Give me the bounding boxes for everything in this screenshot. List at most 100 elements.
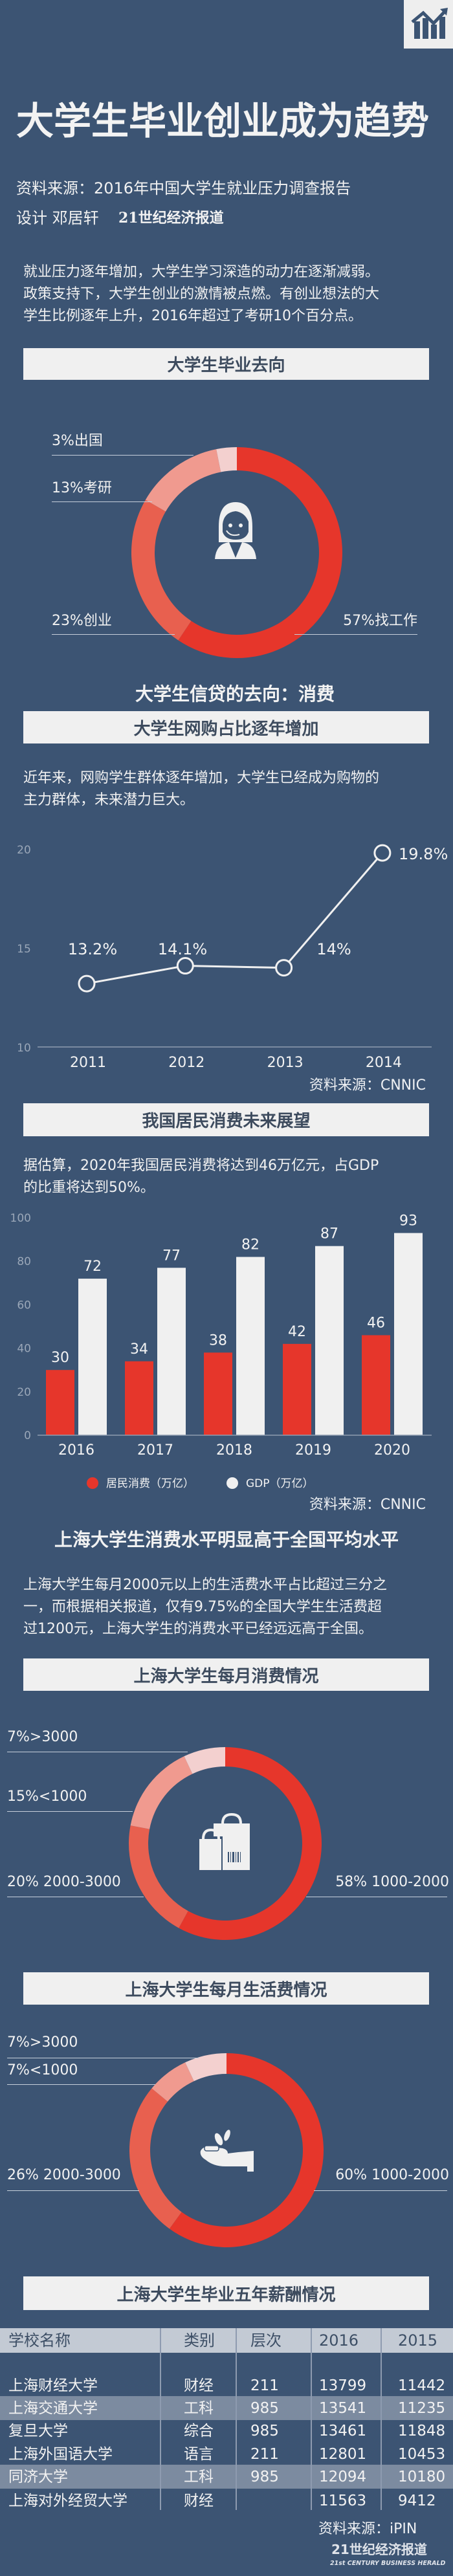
bar-value-label: 87	[320, 1226, 338, 1242]
table-cell: 11848	[398, 2423, 446, 2439]
donut-chart-destination	[131, 446, 342, 658]
online-paragraph: 近年来，网购学生群体逐年增加，大学生已经成为购物的 主力群体，未来潜力巨大。	[23, 767, 379, 811]
text-line: 过1200元，上海大学生的消费水平已经远远高于全国。	[23, 1621, 373, 1637]
woman-headset-icon	[215, 502, 256, 559]
y-tick-label: 40	[17, 1343, 31, 1356]
bar	[157, 1268, 186, 1435]
source-note: 资料来源：CNNIC	[309, 1077, 426, 1094]
bar	[283, 1343, 311, 1435]
x-tick-label: 2011	[70, 1055, 106, 1071]
table-cell: 211	[250, 2377, 279, 2394]
trending-chart-icon	[411, 8, 448, 39]
y-tick-label: 10	[17, 1042, 31, 1055]
y-tick-label: 60	[17, 1299, 31, 1312]
table-cell: 财经	[184, 2493, 214, 2509]
text-line: 政策支持下，大学生创业的激情被点燃。有创业想法的大	[23, 286, 380, 302]
text-line: 的比重将达到50%。	[23, 1180, 155, 1196]
bar	[78, 1279, 107, 1435]
bar-value-label: 72	[83, 1259, 102, 1275]
table-cell: 11235	[398, 2400, 446, 2417]
table-cell: 同济大学	[8, 2469, 68, 2485]
section-banner-living-cost: 上海大学生每月生活费情况	[23, 1972, 429, 2005]
donut-slice	[178, 446, 342, 658]
column-header: 学校名称	[8, 2331, 71, 2350]
leader-line	[52, 501, 152, 502]
bar-chart-consumption: 0 20 40 60 80 100 30 72 2016 34 77 2017 38 82 2018 42 87…	[10, 1212, 432, 1490]
section-banner-salary: 上海大学生毕业五年薪酬情况	[23, 2276, 429, 2310]
table-cell: 语言	[184, 2446, 214, 2463]
shanghai-heading: 上海大学生消费水平明显高于全国平均水平	[54, 1529, 399, 1550]
table-cell: 13461	[319, 2423, 367, 2439]
publisher-name: 21世纪经济报道	[118, 210, 224, 226]
y-tick-label: 15	[17, 943, 31, 956]
table-cell: 上海外国语大学	[8, 2446, 113, 2463]
y-tick-label: 20	[17, 844, 31, 857]
table-cell: 11563	[319, 2493, 367, 2509]
designer-credit: 设计 邓居轩	[16, 209, 99, 227]
bar	[394, 1233, 423, 1435]
shanghai-paragraph: 上海大学生每月2000元以上的生活费水平占比超过三分之 一，而根据相关报道，仅有…	[23, 1574, 387, 1640]
donut-slice	[130, 1756, 193, 1829]
section-banner-consumption: 我国居民消费未来展望	[23, 1103, 429, 1136]
label-grad-school: 13%考研	[52, 480, 112, 496]
section-banner-monthly-spend: 上海大学生每月消费情况	[23, 1658, 429, 1691]
x-tick-label: 2017	[137, 1442, 173, 1459]
bar	[315, 1246, 344, 1435]
column-header: 2015	[398, 2331, 438, 2350]
leader-line	[314, 2190, 447, 2191]
leader-line	[7, 2084, 155, 2085]
label-startup: 23%创业	[52, 613, 112, 629]
column-header: 2016	[319, 2331, 359, 2350]
series-line	[86, 852, 384, 985]
label-2000-3000: 20% 2000-3000	[7, 1874, 121, 1890]
x-tick-label: 2014	[366, 1055, 402, 1071]
leader-line	[7, 2190, 139, 2191]
section-banner-destination: 大学生毕业去向	[23, 348, 429, 380]
table-header	[0, 2328, 453, 2353]
table-cell: 上海交通大学	[8, 2400, 98, 2417]
column-header: 层次	[250, 2331, 282, 2350]
data-label: 19.8%	[399, 845, 448, 863]
label-1000-2000: 58% 1000-2000	[335, 1874, 449, 1890]
table-cell: 12094	[319, 2469, 367, 2485]
section-banner-online: 大学生网购占比逐年增加	[23, 711, 429, 743]
y-tick-label: 80	[17, 1255, 31, 1268]
y-tick-label: 100	[10, 1212, 31, 1225]
table-cell: 工科	[184, 2400, 214, 2417]
x-tick-label: 2019	[295, 1442, 331, 1459]
shopping-bags-icon	[198, 1813, 250, 1870]
label-job: 57%找工作	[343, 613, 417, 629]
x-tick-label: 2018	[216, 1442, 252, 1459]
table-cell: 9412	[398, 2493, 436, 2509]
bar	[125, 1361, 153, 1435]
table-cell: 10180	[398, 2469, 446, 2485]
source-note: 资料来源：iPIN	[318, 2521, 417, 2537]
bar-value-label: 77	[162, 1248, 181, 1264]
data-point	[176, 957, 194, 975]
column-divider	[381, 2328, 382, 2510]
table-cell: 985	[250, 2469, 279, 2485]
bar	[46, 1370, 74, 1435]
y-tick-label: 0	[24, 1429, 31, 1442]
bar-value-label: 30	[51, 1350, 69, 1366]
donut-slice	[151, 2062, 194, 2102]
bar-value-label: 93	[399, 1213, 417, 1229]
row-highlight	[0, 2396, 453, 2420]
bar-value-label: 42	[288, 1324, 306, 1340]
hand-coins-icon	[200, 2130, 254, 2172]
table-cell: 985	[250, 2423, 279, 2439]
data-point	[78, 974, 96, 993]
label-1000-2000: 60% 1000-2000	[335, 2167, 449, 2183]
donut-slice	[145, 449, 221, 512]
leader-line	[52, 455, 193, 456]
x-tick-label: 2016	[58, 1442, 94, 1459]
donut-chart-monthly-spend	[129, 1747, 322, 1940]
data-label: 14.1%	[158, 940, 207, 958]
table-cell: 上海对外经贸大学	[8, 2493, 127, 2509]
column-divider	[311, 2328, 312, 2510]
text-line: 上海大学生每月2000元以上的生活费水平占比超过三分之	[23, 1577, 387, 1593]
donut-slice	[129, 2088, 182, 2229]
data-label: 13.2%	[68, 940, 117, 958]
bar	[236, 1257, 265, 1435]
x-tick-label: 2013	[267, 1055, 304, 1071]
